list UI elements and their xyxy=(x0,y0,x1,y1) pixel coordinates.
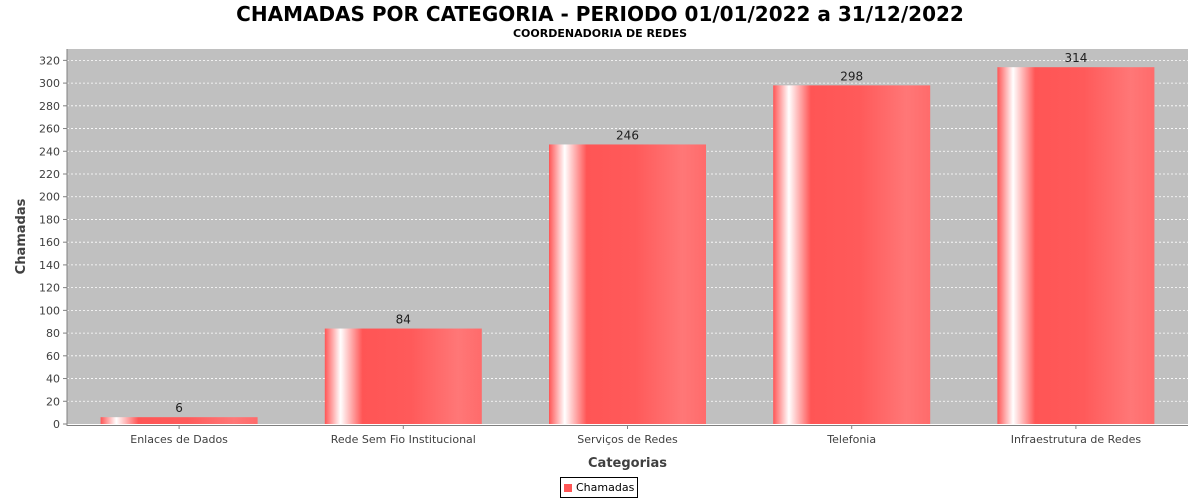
data-label: 6 xyxy=(175,401,183,415)
x-axis-label: Categorias xyxy=(588,456,667,471)
legend-swatch xyxy=(564,483,572,492)
legend: Chamadas xyxy=(560,477,639,498)
data-label: 84 xyxy=(396,313,411,327)
data-label: 246 xyxy=(616,128,639,142)
x-tick-label: Serviços de Redes xyxy=(577,433,678,446)
y-tick-label: 300 xyxy=(39,77,60,90)
y-tick-label: 120 xyxy=(39,282,60,295)
data-label: 314 xyxy=(1064,51,1087,65)
bar xyxy=(324,328,482,424)
y-tick-label: 60 xyxy=(46,350,60,363)
x-tick-label: Rede Sem Fio Institucional xyxy=(331,433,476,446)
bar xyxy=(549,144,706,425)
y-tick-label: 320 xyxy=(39,54,60,67)
data-label: 298 xyxy=(840,69,863,83)
y-tick-label: 160 xyxy=(39,236,60,249)
y-tick-label: 140 xyxy=(39,259,60,272)
y-tick-label: 20 xyxy=(46,395,60,408)
x-tick-label: Enlaces de Dados xyxy=(130,433,228,446)
labels: 0 20 40 60 80 100 120 140 160 180 200 220 240 260 280 3… xyxy=(39,51,1141,446)
y-tick-label: 220 xyxy=(39,168,60,181)
x-tick-label: Infraestrutura de Redes xyxy=(1011,433,1142,446)
y-tick-label: 260 xyxy=(39,123,60,136)
y-axis-label: Chamadas xyxy=(14,198,29,274)
y-tick-label: 280 xyxy=(39,100,60,113)
bars xyxy=(100,67,1155,425)
bar xyxy=(100,417,258,424)
y-tick-label: 200 xyxy=(39,191,60,204)
y-tick-label: 180 xyxy=(39,213,60,226)
chart-title: CHAMADAS POR CATEGORIA - PERIODO 01/01/2… xyxy=(236,2,964,26)
axes xyxy=(63,49,1188,429)
y-tick-label: 80 xyxy=(46,327,60,340)
bar xyxy=(997,67,1155,424)
chart-subtitle: COORDENADORIA DE REDES xyxy=(512,27,688,40)
y-tick-label: 40 xyxy=(46,373,60,386)
legend-label: Chamadas xyxy=(576,481,635,494)
y-tick-label: 100 xyxy=(39,304,60,317)
y-tick-label: 0 xyxy=(53,418,60,431)
x-tick-label: Telefonia xyxy=(826,433,876,446)
y-tick-label: 240 xyxy=(39,145,60,158)
bar xyxy=(773,85,931,424)
